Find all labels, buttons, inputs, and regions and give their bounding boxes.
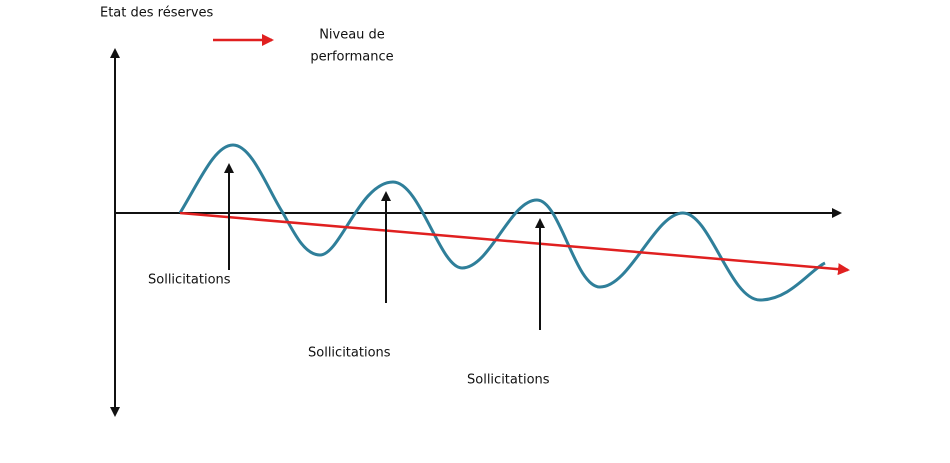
legend-label: performance (310, 50, 393, 65)
annotation: Sollicitations (148, 273, 231, 288)
reserve-wave (178, 143, 826, 302)
annotation: Sollicitations (308, 346, 391, 361)
axis-label: Etat des réserves (100, 6, 214, 21)
legend-label: Niveau de (319, 28, 385, 43)
annotation: Sollicitations (467, 373, 550, 388)
performance-line (179, 211, 850, 276)
